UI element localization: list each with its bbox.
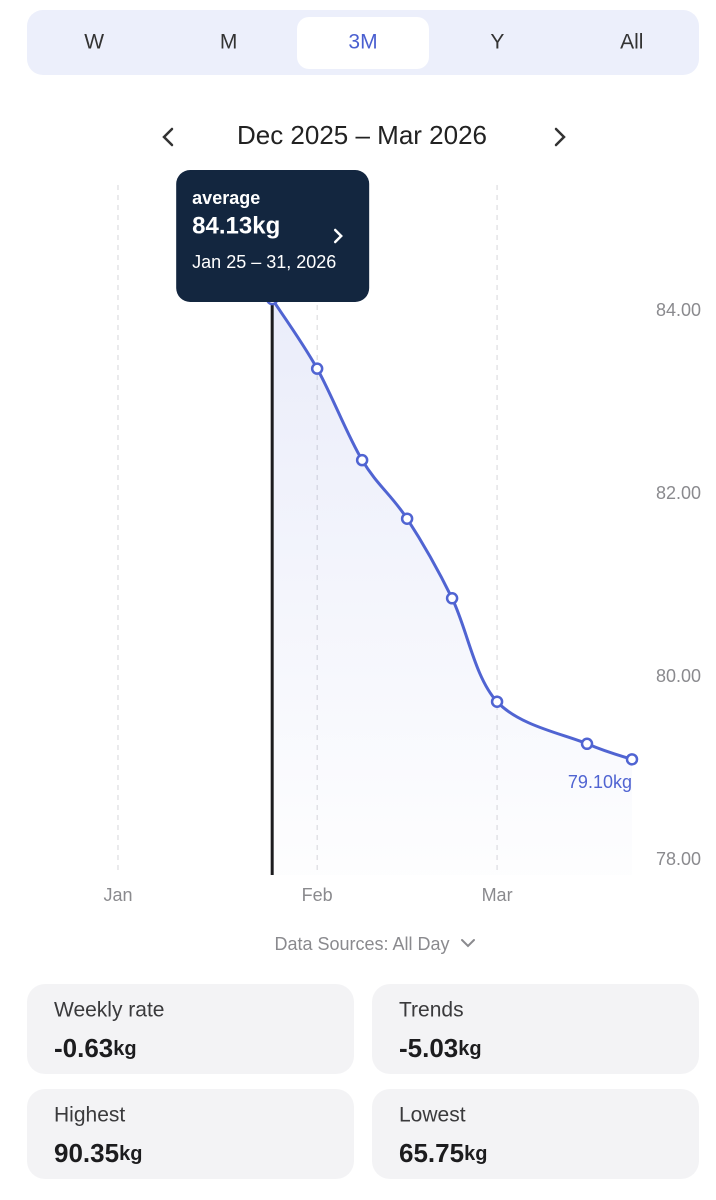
stat-card (372, 984, 699, 1074)
stat-unit: kg (458, 1038, 481, 1060)
point (355, 453, 369, 467)
y-tick-label: 84.00 (656, 300, 701, 320)
tooltip-chevron (333, 228, 343, 244)
point (490, 695, 504, 708)
tabs: W M 3M Y All (84, 17, 643, 69)
tooltip-value: 84.13kg (192, 212, 280, 239)
stat-number: -5.03 (399, 1033, 458, 1063)
tooltip[interactable] (176, 170, 370, 302)
area (272, 299, 632, 876)
data-source[interactable]: Data Sources: All Day (274, 934, 449, 954)
dropdown-icon (461, 939, 475, 948)
stat-number: -0.63 (54, 1033, 113, 1063)
stat-card (27, 984, 354, 1074)
point (400, 512, 414, 525)
stat-number: 65.75 (399, 1138, 464, 1168)
stat-unit: kg (113, 1038, 136, 1060)
value-label: 79.10kg (568, 772, 632, 792)
x-tick-label: Feb (302, 885, 333, 905)
y-tick-label: 82.00 (656, 483, 701, 503)
point (445, 592, 459, 605)
point (625, 753, 639, 766)
stat-value: 90.35kg (54, 1138, 142, 1168)
chart: Jan Feb Mar 78.00 80.00 82.00 84.00 79.10kg aver… (103, 170, 701, 905)
tab[interactable]: Y (490, 31, 504, 54)
tooltip-title: average (192, 188, 260, 208)
stat-label: Trends (399, 999, 464, 1022)
stat-label: Lowest (399, 1104, 466, 1127)
tab[interactable]: M (220, 31, 238, 54)
tab[interactable]: 3M (348, 31, 377, 54)
y-tick-label: 78.00 (656, 849, 701, 869)
line (270, 298, 633, 761)
point (310, 362, 324, 375)
y-tick-label: 80.00 (656, 666, 701, 686)
stat-number: 90.35 (54, 1138, 119, 1168)
stat-unit: kg (119, 1143, 142, 1165)
stat-value: -0.63kg (54, 1033, 137, 1063)
stat-unit: kg (464, 1143, 487, 1165)
x-tick-label: Mar (482, 885, 513, 905)
x-tick-label: Jan (103, 885, 132, 905)
next-button[interactable] (554, 127, 566, 147)
tab-selected-bg (297, 17, 429, 69)
tab[interactable]: All (620, 31, 643, 54)
tab[interactable]: W (84, 31, 104, 54)
stat-label: Highest (54, 1104, 125, 1127)
stat-label: Weekly rate (54, 999, 165, 1022)
stat-card (372, 1089, 699, 1179)
period-title: Dec 2025 – Mar 2026 (237, 120, 487, 150)
point (580, 737, 594, 751)
stat-value: 65.75kg (399, 1138, 487, 1168)
stat-value: -5.03kg (399, 1033, 482, 1063)
stat-card (27, 1089, 354, 1179)
tooltip-date: Jan 25 – 31, 2026 (192, 252, 336, 272)
prev-button[interactable] (162, 127, 174, 147)
stats: Weekly rate-0.63kgTrends-5.03kgHighest90… (27, 984, 699, 1179)
